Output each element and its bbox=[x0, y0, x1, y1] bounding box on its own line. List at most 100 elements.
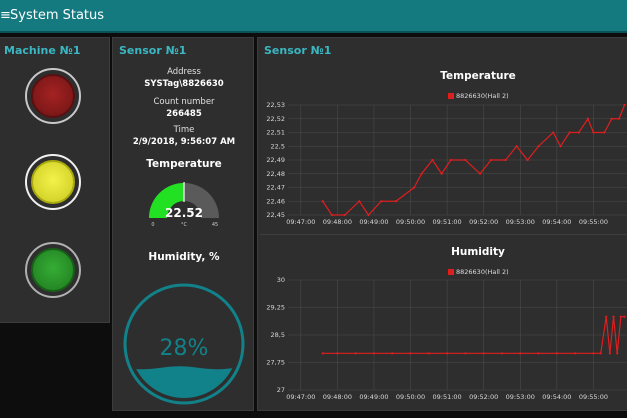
data-point bbox=[482, 352, 485, 355]
data-point bbox=[599, 352, 602, 355]
y-tick-label: 27 bbox=[277, 386, 285, 394]
temperature-gauge: 22.52 0 °C 45 bbox=[149, 181, 219, 228]
data-point bbox=[616, 352, 619, 355]
count-value: 266485 bbox=[166, 109, 202, 119]
x-tick-label: 09:52:00 bbox=[469, 393, 498, 401]
legend-swatch bbox=[448, 93, 454, 99]
x-tick-label: 09:52:00 bbox=[469, 218, 498, 226]
data-point bbox=[519, 352, 522, 355]
data-point bbox=[464, 158, 467, 162]
data-point bbox=[489, 158, 493, 162]
x-tick-label: 09:49:00 bbox=[359, 393, 388, 401]
y-tick-label: 22,48 bbox=[266, 170, 285, 178]
data-point bbox=[617, 117, 621, 120]
sensor-info-title: Sensor №1 bbox=[119, 44, 187, 57]
data-point bbox=[623, 315, 626, 318]
red-lamp-icon bbox=[25, 68, 81, 124]
y-tick-label: 29,25 bbox=[266, 304, 285, 312]
y-tick-label: 30 bbox=[277, 276, 285, 284]
data-point bbox=[612, 315, 615, 318]
data-point bbox=[394, 200, 398, 203]
x-tick-label: 09:54:00 bbox=[542, 218, 571, 226]
temperature-chart: 22,45 22,46 22,47 22,48 22,49 22,5 22,51 22,52 2… bbox=[266, 101, 627, 226]
humidity-tank: 28% bbox=[123, 283, 245, 405]
data-point bbox=[568, 131, 571, 134]
data-point bbox=[413, 186, 416, 189]
green-lamp-icon bbox=[25, 242, 81, 298]
y-tick-label: 22,46 bbox=[266, 197, 285, 205]
gauge-value: 22.52 bbox=[165, 206, 203, 220]
legend-swatch bbox=[448, 269, 454, 275]
data-point bbox=[440, 172, 443, 175]
y-tick-label: 28,5 bbox=[271, 331, 285, 339]
data-point bbox=[464, 352, 467, 355]
temperature-legend: 8826630(Hall 2) bbox=[448, 92, 509, 100]
data-point bbox=[343, 213, 346, 217]
charts-title: Sensor №1 bbox=[264, 44, 332, 57]
x-tick-label: 09:53:00 bbox=[506, 393, 535, 401]
yellow-lamp-fill bbox=[31, 160, 75, 204]
x-tick-label: 09:54:00 bbox=[542, 393, 571, 401]
data-point bbox=[500, 352, 504, 355]
data-point bbox=[354, 352, 357, 355]
data-point bbox=[409, 352, 412, 355]
humidity-legend: 8826630(Hall 2) bbox=[448, 268, 509, 276]
y-tick-label: 22,45 bbox=[266, 211, 285, 219]
time-value: 2/9/2018, 9:56:07 AM bbox=[132, 137, 236, 147]
data-point bbox=[559, 145, 562, 148]
humidity-value: 28% bbox=[160, 336, 209, 361]
gauge-fill bbox=[149, 182, 185, 218]
count-label: Count number bbox=[153, 97, 215, 107]
data-point bbox=[552, 131, 555, 134]
data-point bbox=[574, 352, 577, 355]
data-point bbox=[592, 352, 595, 355]
y-tick-label: 22,51 bbox=[266, 129, 285, 137]
data-point bbox=[537, 145, 540, 148]
data-point bbox=[330, 213, 333, 217]
data-point bbox=[446, 352, 449, 355]
gauge-min: 0 bbox=[151, 222, 154, 228]
gauge-max: 45 bbox=[212, 222, 218, 228]
x-tick-label: 09:47:00 bbox=[286, 393, 315, 401]
chart-divider bbox=[260, 234, 627, 235]
humidity-legend-label: 8826630(Hall 2) bbox=[456, 268, 509, 276]
data-point bbox=[608, 352, 611, 355]
data-point bbox=[427, 352, 430, 355]
data-point bbox=[358, 200, 361, 203]
data-point bbox=[321, 200, 324, 203]
charts-card: Sensor №1 Temperature 8826630(Hall 2) 22… bbox=[257, 37, 627, 411]
y-tick-label: 22,47 bbox=[266, 184, 285, 192]
address-value: SYSTag\8826630 bbox=[144, 79, 224, 89]
data-point bbox=[391, 352, 394, 355]
x-tick-label: 09:53:00 bbox=[506, 218, 535, 226]
x-tick-label: 09:55:00 bbox=[579, 218, 608, 226]
data-point bbox=[336, 352, 339, 355]
data-point bbox=[515, 145, 518, 148]
tank-liquid bbox=[130, 366, 238, 398]
tank-outline bbox=[123, 283, 245, 405]
y-tick-label: 22,5 bbox=[271, 142, 285, 150]
red-lamp-fill bbox=[31, 74, 75, 118]
data-point bbox=[577, 131, 580, 134]
data-point bbox=[420, 172, 423, 175]
y-tick-label: 22,53 bbox=[266, 101, 285, 109]
data-point bbox=[623, 103, 626, 107]
machine-card: Machine №1 bbox=[0, 37, 110, 323]
y-tick-label: 27,75 bbox=[266, 359, 285, 367]
data-point bbox=[592, 131, 595, 134]
app-title: System Status bbox=[10, 8, 105, 23]
temperature-heading: Temperature bbox=[146, 158, 222, 170]
x-tick-label: 09:47:00 bbox=[286, 218, 315, 226]
x-tick-label: 09:50:00 bbox=[396, 218, 425, 226]
hamburger-icon[interactable]: ≡ bbox=[0, 8, 11, 23]
data-point bbox=[478, 172, 482, 175]
humidity-chart: 27 27,75 28,5 29,25 30 09:47:00 09:48:00 09:49:… bbox=[266, 276, 627, 401]
data-point bbox=[537, 352, 540, 355]
data-point bbox=[603, 131, 606, 134]
humidity-heading: Humidity, % bbox=[148, 251, 220, 263]
y-tick-label: 22,52 bbox=[266, 115, 285, 123]
sensor-info-card: Sensor №1 Address SYSTag\8826630 Count n… bbox=[112, 37, 254, 411]
x-tick-label: 09:50:00 bbox=[396, 393, 425, 401]
data-point bbox=[431, 158, 434, 162]
data-point bbox=[605, 315, 608, 318]
